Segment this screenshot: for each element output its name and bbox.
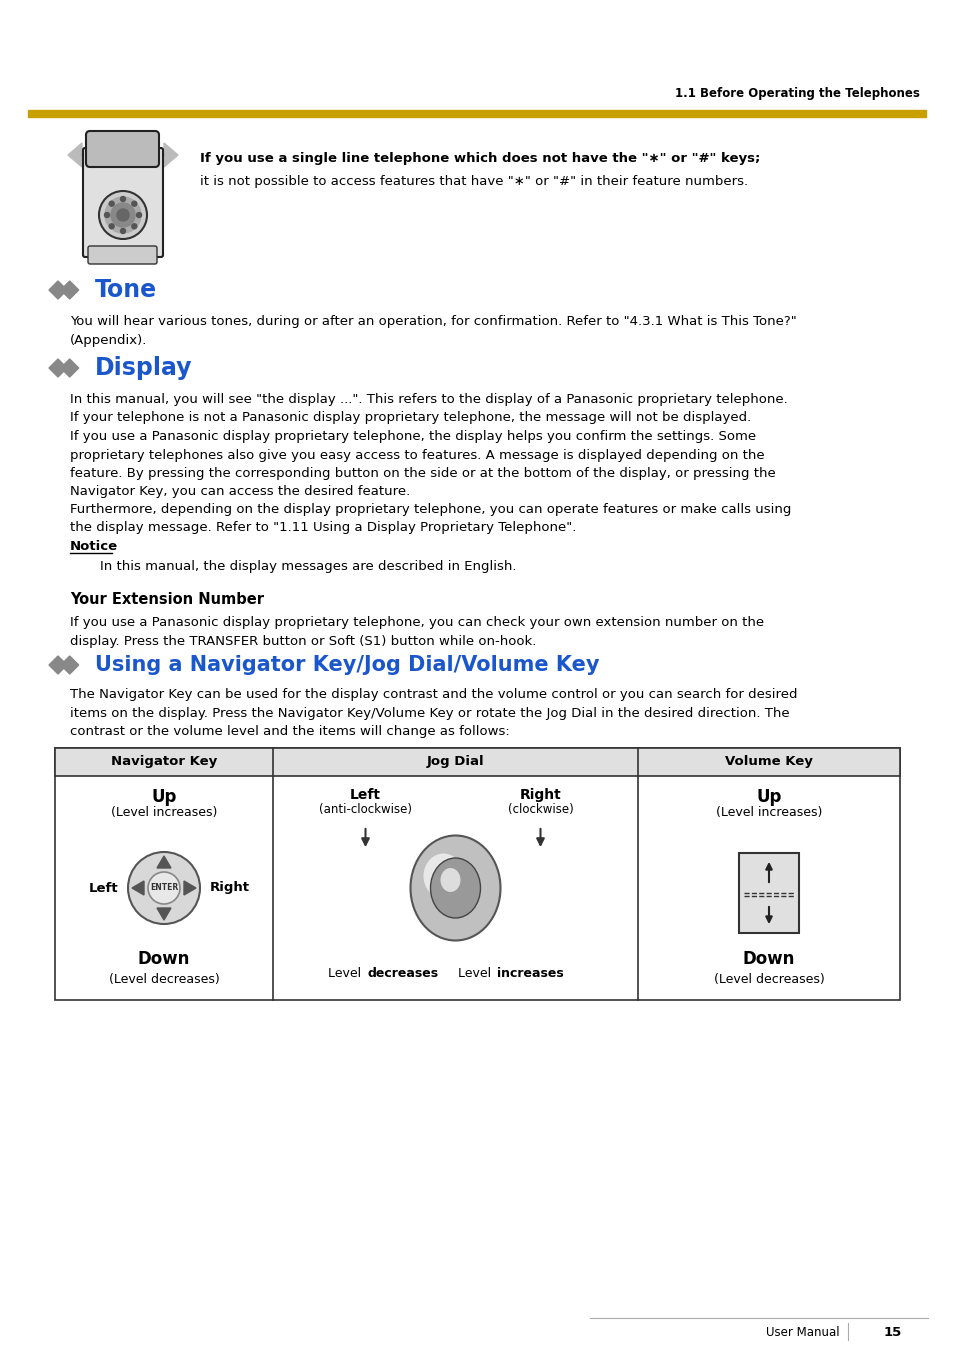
Bar: [55, 748, 899, 1000]
Polygon shape: [82, 143, 90, 168]
Circle shape: [117, 209, 129, 222]
Polygon shape: [157, 908, 171, 920]
Text: Furthermore, depending on the display proprietary telephone, you can operate fea: Furthermore, depending on the display pr…: [70, 503, 791, 535]
Circle shape: [148, 871, 180, 904]
Circle shape: [105, 212, 110, 218]
Text: You will hear various tones, during or after an operation, for confirmation. Ref: You will hear various tones, during or a…: [70, 315, 796, 347]
Text: If you use a Panasonic display proprietary telephone, you can check your own ext: If you use a Panasonic display proprieta…: [70, 616, 763, 647]
Ellipse shape: [430, 858, 480, 917]
Text: User Manual: User Manual: [765, 1325, 840, 1339]
Polygon shape: [184, 881, 195, 894]
Text: Level: Level: [328, 967, 365, 979]
Circle shape: [109, 224, 114, 228]
Ellipse shape: [440, 867, 460, 892]
Text: Using a Navigator Key/Jog Dial/Volume Key: Using a Navigator Key/Jog Dial/Volume Ke…: [95, 655, 598, 676]
Text: (Level increases): (Level increases): [715, 807, 821, 819]
Text: Tone: Tone: [95, 278, 157, 303]
Text: (Level increases): (Level increases): [111, 807, 217, 819]
Text: If you use a single line telephone which does not have the "∗" or "#" keys;: If you use a single line telephone which…: [200, 153, 760, 165]
Ellipse shape: [423, 854, 463, 898]
Text: 15: 15: [882, 1325, 902, 1339]
Circle shape: [105, 197, 141, 232]
Text: Left: Left: [89, 881, 118, 894]
Polygon shape: [132, 881, 144, 894]
Text: In this manual, the display messages are described in English.: In this manual, the display messages are…: [100, 561, 516, 573]
FancyBboxPatch shape: [88, 246, 157, 263]
Bar: [55, 748, 899, 775]
Circle shape: [111, 203, 135, 227]
FancyBboxPatch shape: [86, 131, 159, 168]
Polygon shape: [49, 657, 67, 674]
Text: The Navigator Key can be used for the display contrast and the volume control or: The Navigator Key can be used for the di…: [70, 688, 797, 738]
Text: increases: increases: [497, 967, 563, 979]
Text: In this manual, you will see "the display ...". This refers to the display of a : In this manual, you will see "the displa…: [70, 393, 787, 499]
Text: Right: Right: [519, 788, 560, 802]
Circle shape: [120, 196, 126, 201]
Text: Navigator Key: Navigator Key: [111, 755, 217, 769]
Circle shape: [136, 212, 141, 218]
Text: Notice: Notice: [70, 540, 118, 553]
FancyBboxPatch shape: [83, 149, 163, 257]
Polygon shape: [61, 657, 78, 674]
Text: (Level decreases): (Level decreases): [713, 973, 823, 986]
Text: it is not possible to access features that have "∗" or "#" in their feature numb: it is not possible to access features th…: [200, 176, 747, 188]
Bar: [28, 109, 925, 118]
Polygon shape: [68, 143, 82, 168]
Text: Jog Dial: Jog Dial: [426, 755, 484, 769]
Circle shape: [109, 201, 114, 207]
Text: Volume Key: Volume Key: [724, 755, 812, 769]
Text: Down: Down: [742, 950, 795, 969]
Polygon shape: [61, 359, 78, 377]
Text: 1.1 Before Operating the Telephones: 1.1 Before Operating the Telephones: [675, 86, 919, 100]
Polygon shape: [61, 281, 78, 299]
Text: Your Extension Number: Your Extension Number: [70, 592, 264, 607]
Text: Level: Level: [457, 967, 495, 979]
Text: ENTER: ENTER: [150, 884, 178, 893]
Ellipse shape: [410, 835, 500, 940]
Circle shape: [132, 224, 136, 228]
Polygon shape: [157, 857, 171, 867]
Circle shape: [132, 201, 136, 207]
Circle shape: [99, 190, 147, 239]
Text: decreases: decreases: [367, 967, 438, 979]
Polygon shape: [49, 359, 67, 377]
Text: Down: Down: [137, 950, 190, 969]
FancyBboxPatch shape: [739, 852, 799, 934]
Text: Left: Left: [350, 788, 380, 802]
Polygon shape: [49, 281, 67, 299]
Text: Up: Up: [152, 788, 176, 807]
Polygon shape: [164, 143, 178, 168]
Polygon shape: [156, 143, 164, 168]
Text: (anti-clockwise): (anti-clockwise): [318, 802, 412, 816]
Text: Right: Right: [210, 881, 250, 894]
Text: Display: Display: [95, 357, 193, 380]
Text: (clockwise): (clockwise): [507, 802, 573, 816]
Circle shape: [120, 228, 126, 234]
Text: Up: Up: [756, 788, 781, 807]
Text: (Level decreases): (Level decreases): [109, 973, 219, 986]
Circle shape: [128, 852, 200, 924]
